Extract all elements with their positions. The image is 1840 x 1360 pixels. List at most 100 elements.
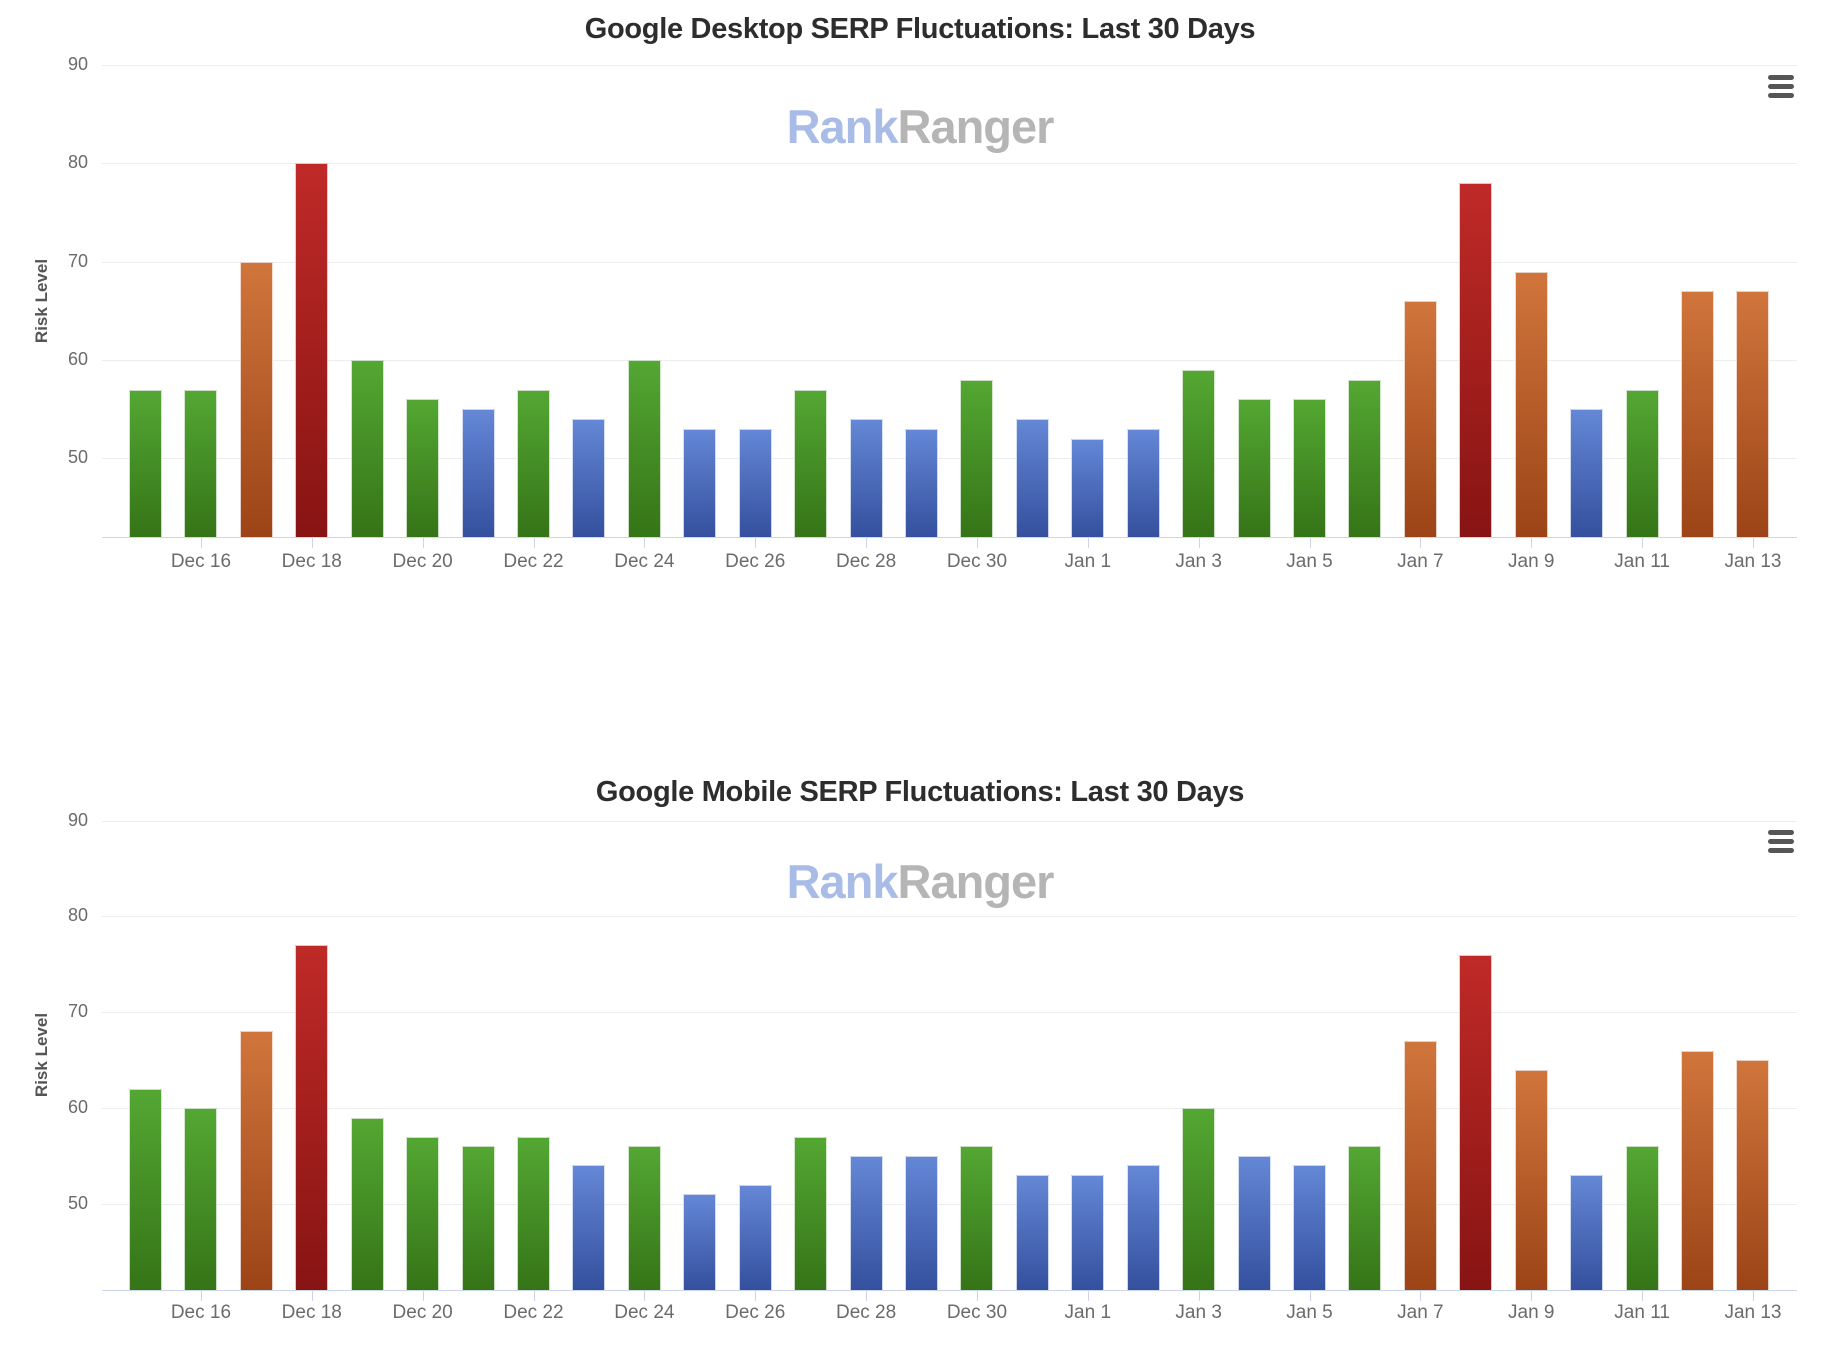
x-axis-tick <box>311 538 313 548</box>
bar-dec-15[interactable] <box>129 389 162 537</box>
bar-dec-20[interactable] <box>406 1136 440 1290</box>
bar-jan-2[interactable] <box>1126 428 1160 537</box>
bar-dec-19[interactable] <box>350 1117 384 1290</box>
bar-dec-24[interactable] <box>627 1146 661 1290</box>
x-axis-tick <box>311 1291 313 1301</box>
hamburger-menu-icon[interactable] <box>1768 830 1794 853</box>
bar-jan-4[interactable] <box>1237 399 1271 537</box>
y-gridline <box>102 820 1797 822</box>
bar-dec-21[interactable] <box>461 1146 495 1290</box>
y-gridline <box>102 1203 1797 1205</box>
bar-dec-15[interactable] <box>129 1088 162 1290</box>
x-axis-tick-label: Jan 3 <box>1175 551 1222 572</box>
bar-jan-6[interactable] <box>1348 379 1382 537</box>
bar-jan-8[interactable] <box>1459 183 1493 537</box>
bar-jan-9[interactable] <box>1514 271 1548 537</box>
hamburger-menu-icon[interactable] <box>1768 75 1794 98</box>
bar-dec-25[interactable] <box>683 1194 717 1290</box>
x-axis-tick-label: Dec 30 <box>946 551 1008 572</box>
x-axis-tick-label: Dec 24 <box>614 1302 675 1323</box>
bar-jan-9[interactable] <box>1514 1069 1548 1290</box>
bar-jan-5[interactable] <box>1293 1165 1327 1290</box>
bar-jan-13[interactable] <box>1736 1060 1770 1290</box>
bar-dec-26[interactable] <box>738 428 772 537</box>
x-axis-tick <box>1198 538 1200 548</box>
y-gridline <box>102 1107 1797 1109</box>
bar-jan-8[interactable] <box>1459 954 1493 1290</box>
bar-dec-22[interactable] <box>517 1136 550 1290</box>
bar-dec-18[interactable] <box>295 945 329 1290</box>
x-axis-tick-label: Jan 11 <box>1614 1302 1670 1323</box>
bar-dec-31[interactable] <box>1015 419 1049 537</box>
bar-jan-10[interactable] <box>1570 1175 1604 1290</box>
x-axis-tick-label: Jan 3 <box>1175 1302 1222 1323</box>
watermark-ranger-text: Ranger <box>897 100 1055 153</box>
bar-jan-1[interactable] <box>1071 438 1105 537</box>
y-gridline <box>102 916 1797 918</box>
bar-dec-23[interactable] <box>572 1165 606 1290</box>
y-axis-tick-label: 60 <box>67 349 88 370</box>
bar-jan-6[interactable] <box>1348 1146 1382 1290</box>
x-axis-tick <box>422 538 424 548</box>
y-gridline <box>102 1012 1797 1014</box>
x-axis-tick <box>1752 538 1754 548</box>
x-axis-tick-label: Jan 1 <box>1064 551 1112 572</box>
bar-dec-26[interactable] <box>738 1184 772 1290</box>
bar-dec-21[interactable] <box>461 409 495 537</box>
x-axis-tick-label: Jan 9 <box>1508 551 1555 572</box>
bar-dec-30[interactable] <box>960 379 994 537</box>
hamburger-line <box>1768 75 1794 80</box>
bar-dec-17[interactable] <box>239 261 273 537</box>
watermark-rank-text: Rank <box>786 855 899 908</box>
x-axis-tick <box>1309 538 1311 548</box>
bar-jan-11[interactable] <box>1625 389 1659 537</box>
bar-dec-23[interactable] <box>572 419 606 537</box>
bar-dec-19[interactable] <box>350 360 384 537</box>
y-axis-tick-label: 70 <box>67 250 88 271</box>
bar-jan-5[interactable] <box>1293 399 1327 537</box>
x-axis-tick-label: Dec 18 <box>281 551 342 572</box>
x-axis-tick <box>1309 1291 1311 1301</box>
bar-dec-30[interactable] <box>960 1146 994 1290</box>
bar-dec-25[interactable] <box>683 428 717 537</box>
bar-dec-16[interactable] <box>184 389 218 537</box>
x-axis-tick-label: Dec 16 <box>170 1302 232 1323</box>
x-axis-tick <box>1420 1291 1422 1301</box>
bar-dec-31[interactable] <box>1015 1175 1049 1290</box>
bar-jan-12[interactable] <box>1681 291 1715 537</box>
watermark-rank-text: Rank <box>786 100 899 153</box>
bar-dec-28[interactable] <box>849 419 883 537</box>
x-axis-tick-label: Dec 26 <box>725 551 786 572</box>
bar-dec-29[interactable] <box>905 1155 939 1290</box>
bar-dec-28[interactable] <box>849 1155 883 1290</box>
bar-dec-17[interactable] <box>239 1031 273 1290</box>
x-axis-tick <box>976 538 978 548</box>
bar-jan-11[interactable] <box>1625 1146 1659 1290</box>
bar-jan-3[interactable] <box>1182 369 1216 537</box>
x-axis-tick-label: Dec 16 <box>170 551 232 572</box>
bar-dec-27[interactable] <box>794 1136 828 1290</box>
bar-jan-4[interactable] <box>1237 1155 1271 1290</box>
y-gridline <box>102 65 1797 67</box>
bar-jan-12[interactable] <box>1681 1050 1715 1290</box>
bar-jan-7[interactable] <box>1403 1040 1437 1290</box>
bar-jan-7[interactable] <box>1403 301 1437 537</box>
x-axis-tick-label: Jan 9 <box>1508 1302 1555 1323</box>
x-axis-tick <box>644 538 646 548</box>
hamburger-line <box>1768 830 1794 835</box>
bar-jan-3[interactable] <box>1182 1107 1216 1290</box>
x-axis-tick-label: Dec 20 <box>392 1302 453 1323</box>
bar-dec-29[interactable] <box>905 428 939 537</box>
bar-jan-10[interactable] <box>1570 409 1604 537</box>
bar-dec-27[interactable] <box>794 389 828 537</box>
bar-jan-13[interactable] <box>1736 291 1770 537</box>
y-axis-tick-label: 50 <box>67 1192 88 1213</box>
bar-jan-2[interactable] <box>1126 1165 1160 1290</box>
bar-dec-20[interactable] <box>406 399 440 537</box>
x-axis-tick <box>755 538 757 548</box>
bar-dec-24[interactable] <box>627 360 661 537</box>
bar-dec-16[interactable] <box>184 1107 218 1290</box>
bar-jan-1[interactable] <box>1071 1175 1105 1290</box>
bar-dec-18[interactable] <box>295 163 329 537</box>
bar-dec-22[interactable] <box>517 389 550 537</box>
